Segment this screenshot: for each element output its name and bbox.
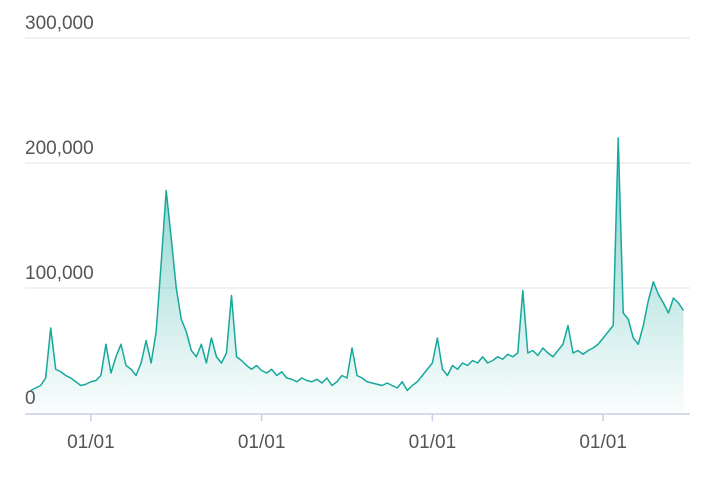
line bbox=[30, 137, 685, 392]
x-tick-label: 01/01 bbox=[409, 432, 457, 453]
x-tick-label: 01/01 bbox=[238, 432, 286, 453]
y-tick-label: 0 bbox=[25, 388, 36, 409]
x-tick-label: 01/01 bbox=[67, 432, 115, 453]
area-fill bbox=[30, 138, 684, 413]
y-tick-label: 200,000 bbox=[25, 138, 94, 159]
x-tick-label: 01/01 bbox=[579, 432, 627, 453]
y-tick-label: 300,000 bbox=[25, 13, 94, 34]
y-tick-label: 100,000 bbox=[25, 263, 94, 284]
